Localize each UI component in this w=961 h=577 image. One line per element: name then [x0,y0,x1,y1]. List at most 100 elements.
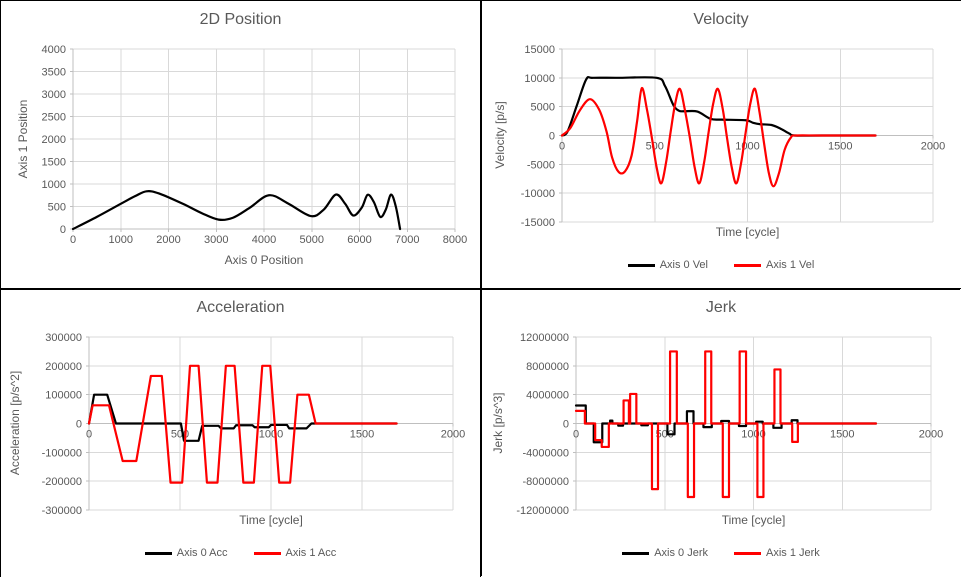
y-tick-label: -8000000 [523,476,570,488]
chart-jerk[interactable]: -12000000 -8000000 -4000000 0 4000000 8000000… [481,289,961,577]
x-tick-label: 0 [573,429,579,441]
velocity-plot-canvas: -15000 -10000 -5000 0 5000 10000 15000 0 500 1000… [521,44,946,229]
x-tick-label: 1000 [259,429,283,441]
legend-line-swatch [622,551,650,555]
y-tick-label: 0 [563,419,569,431]
tick-labels: -15000 -10000 -5000 0 5000 10000 15000 0 500 1000… [521,44,946,229]
x-tick-label: 1500 [350,429,374,441]
y-tick-label: -300000 [42,505,82,517]
legend-line-swatch [627,263,655,267]
legend-label: Axis 0 Jerk [654,547,708,559]
legend-item-axis0-vel: Axis 0 Vel [627,259,708,271]
legend-item-axis0-acc: Axis 0 Acc [144,547,228,559]
legend-item-axis0-jerk: Axis 0 Jerk [622,547,708,559]
y-tick-label: 4000000 [526,390,569,402]
legend-line-swatch [734,263,761,267]
x-axis-title: Axis 0 Position [224,253,304,267]
x-tick-label: 1000 [109,234,133,246]
y-tick-label: 3500 [42,67,66,79]
y-tick-label: -15000 [521,217,555,229]
x-tick-label: 1500 [828,141,852,153]
x-tick-label: 0 [70,234,76,246]
legend-line-swatch [253,551,281,555]
y-tick-label: 5000 [531,102,555,114]
y-axis-title: Velocity [p/s] [493,101,507,169]
legend-item-axis1-vel: Axis 1 Vel [734,259,814,271]
series-line-axis-1-acc [87,364,398,484]
legend-line-swatch [734,551,761,555]
legend: Axis 0 Acc Axis 1 Acc [1,547,480,559]
x-tick-label: 500 [656,429,674,441]
x-axis-title: Time [cycle] [721,513,786,527]
y-tick-label: 10000 [524,73,555,85]
x-tick-label: 8000 [443,234,467,246]
x-tick-label: 4000 [252,234,276,246]
x-tick-label: 500 [646,141,664,153]
x-axis-title: Time [cycle] [239,513,303,527]
y-tick-label: 0 [76,419,82,431]
series-line-path [71,190,402,231]
horizontal-divider [1,288,960,290]
gridlines [72,48,456,230]
chart-title: Jerk [705,299,737,316]
x-tick-label: 2000 [921,141,945,153]
legend-label: Axis 1 Vel [766,259,815,271]
y-tick-label: -200000 [42,476,82,488]
y-tick-label: 200000 [45,361,82,373]
y-axis-title: Axis 1 Position [16,99,30,179]
legend: Axis 0 Vel Axis 1 Vel [481,259,961,271]
y-axis-title: Jerk [p/s^3] [491,392,505,454]
axes [70,48,456,232]
legend-line-swatch [144,551,172,555]
y-tick-label: -4000000 [523,447,570,459]
y-tick-label: -10000 [521,188,555,200]
x-tick-label: 0 [86,429,92,441]
x-tick-label: 3000 [204,234,228,246]
y-tick-label: 1500 [42,157,66,169]
x-tick-label: 1000 [741,429,765,441]
series-line-axis-0-vel [560,75,877,137]
y-tick-label: 8000000 [526,361,569,373]
legend-item-axis1-jerk: Axis 1 Jerk [734,547,820,559]
chart-title: Velocity [693,11,749,28]
legend: Axis 0 Jerk Axis 1 Jerk [481,547,961,559]
legend-label: Axis 1 Acc [285,547,337,559]
x-tick-label: 2000 [156,234,180,246]
y-tick-label: 12000000 [520,332,569,344]
tick-labels: 0 500 1000 1500 2000 2500 3000 3500 4000 0 1000 200… [42,44,468,246]
y-tick-label: 500 [48,202,66,214]
legend-label: Axis 0 Acc [176,547,228,559]
y-tick-label: 4000 [42,44,66,56]
y-tick-label: 300000 [45,332,82,344]
y-tick-label: 1000 [42,179,66,191]
tick-labels: -300000 -200000 -100000 0 100000 200000 300000… [42,332,466,517]
acceleration-plot-canvas: -300000 -200000 -100000 0 100000 200000 300000… [42,332,466,517]
x-tick-label: 5000 [300,234,324,246]
y-axis-title: Acceleration [p/s^2] [8,370,22,476]
x-tick-label: 6000 [347,234,371,246]
y-tick-label: 100000 [45,390,82,402]
y-tick-label: -5000 [527,159,555,171]
y-tick-label: 15000 [524,44,555,56]
legend-item-axis1-acc: Axis 1 Acc [253,547,337,559]
chart-velocity[interactable]: -15000 -10000 -5000 0 5000 10000 15000 0 500 1000… [481,1,961,288]
x-tick-label: 1000 [735,141,759,153]
legend-label: Axis 1 Jerk [766,547,820,559]
series-line-axis-1-vel [560,87,877,188]
y-tick-label: 0 [60,224,66,236]
chart-2d-position[interactable]: 0 500 1000 1500 2000 2500 3000 3500 4000 0 1000 200… [1,1,480,288]
x-tick-label: 2000 [441,429,465,441]
x-axis-title: Time [cycle] [715,225,780,239]
x-tick-label: 2000 [919,429,943,441]
y-tick-label: 0 [549,131,555,143]
y-tick-label: -12000000 [516,505,569,517]
y-tick-label: 2000 [42,134,66,146]
legend-label: Axis 0 Vel [659,259,708,271]
y-tick-label: 3000 [42,89,66,101]
chart-acceleration[interactable]: -300000 -200000 -100000 0 100000 200000 300000… [1,289,480,577]
series-line-axis-1-jerk [574,350,878,499]
x-tick-label: 0 [559,141,565,153]
position-plot-canvas: 0 500 1000 1500 2000 2500 3000 3500 4000 0 1000 200… [42,44,468,246]
jerk-plot-canvas: -12000000-8000000-4000000040000008000000… [516,332,943,517]
